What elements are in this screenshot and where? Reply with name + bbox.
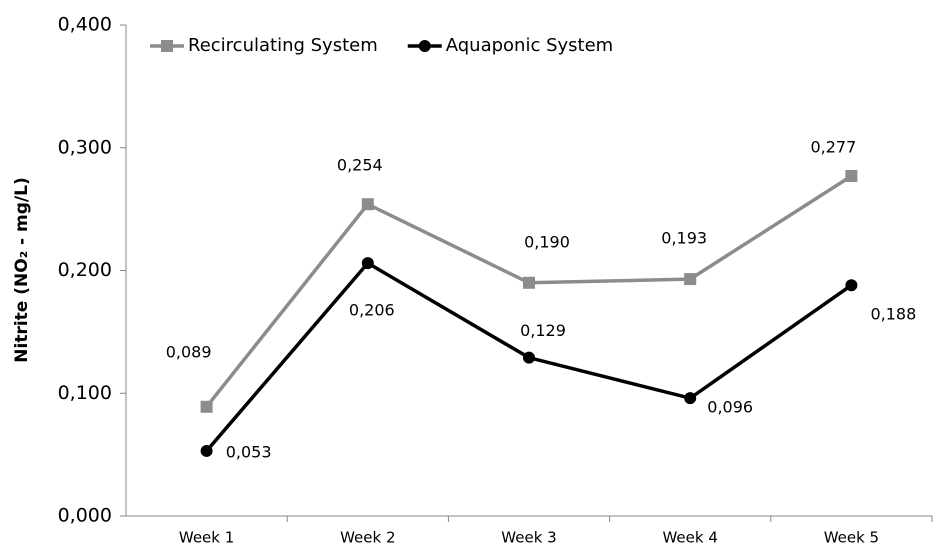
legend-label: Aquaponic System [446,35,613,56]
data-label: 0,129 [520,321,566,340]
data-label: 0,193 [661,229,707,248]
x-tick-label: Week 1 [179,529,234,547]
marker [684,392,697,405]
x-tick-label: Week 3 [501,529,556,547]
marker [845,279,858,292]
marker [200,400,213,413]
series-line [205,174,853,408]
data-label: 0,096 [707,398,753,417]
marker [845,169,858,182]
x-tick-label: Week 2 [340,529,395,547]
legend-marker [418,40,431,52]
legend-label: Recirculating System [188,35,378,56]
marker [523,276,535,289]
marker [684,273,697,286]
y-tick-label: 0,000 [58,505,112,527]
data-label: 0,254 [337,156,383,175]
y-tick-label: 0,300 [58,136,112,158]
x-tick-label: Week 5 [824,529,879,547]
data-label: 0,190 [524,232,570,251]
data-label: 0,206 [349,301,395,320]
y-tick-label: 0,200 [58,259,112,281]
data-label: 0,277 [810,137,856,156]
data-label: 0,188 [870,305,916,324]
y-tick-label: 0,100 [58,382,112,404]
legend-marker [161,40,173,52]
data-label: 0,089 [166,342,212,361]
x-tick-label: Week 4 [662,529,717,547]
y-tick-label: 0,400 [58,14,112,36]
marker [361,198,374,211]
marker [361,257,374,270]
marker [523,351,535,364]
data-label: 0,053 [226,442,272,461]
marker [200,444,213,457]
y-axis-label: Nitrite (NO₂ - mg/L) [12,177,32,362]
